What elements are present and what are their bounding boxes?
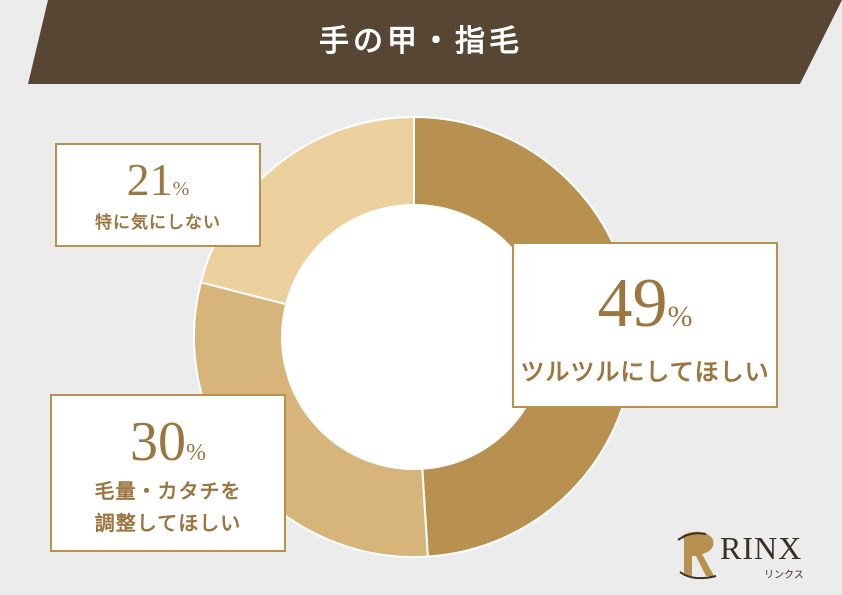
logo-r-mark-icon [677, 531, 717, 580]
title-banner: 手の甲・指毛 [0, 0, 842, 84]
callout-no-care-percent: 21% [57, 153, 259, 206]
callout-adjust-label-line2: 調整してほしい [94, 511, 242, 535]
title-banner-shape [28, 0, 842, 84]
callout-no-care-sign: % [172, 178, 190, 200]
donut-slice-adjust [193, 281, 429, 558]
callout-no-care: 21% 特に気にしない [55, 143, 261, 247]
callout-adjust: 30% 毛量・カタチを 調整してほしい [50, 394, 286, 552]
callout-smooth-percent: 49% [514, 264, 776, 344]
callout-adjust-value: 30 [130, 411, 186, 473]
callout-smooth-label: ツルツルにしてほしい [520, 358, 770, 386]
donut-hole [282, 205, 546, 469]
callout-smooth-value: 49 [597, 265, 668, 342]
page-title: 手の甲・指毛 [319, 24, 523, 59]
callout-smooth-sign: % [667, 300, 693, 333]
callout-adjust-sign: % [186, 440, 206, 466]
callout-adjust-percent: 30% [52, 410, 284, 474]
logo-name: RINX [720, 530, 803, 566]
rinx-logo: RINX リンクス [676, 526, 826, 582]
callout-no-care-label: 特に気にしない [95, 213, 221, 233]
callout-smooth: 49% ツルツルにしてほしい [512, 242, 778, 408]
callout-adjust-label-line1: 毛量・カタチを [94, 479, 242, 503]
logo-subtitle: リンクス [764, 570, 804, 581]
callout-no-care-value: 21 [126, 154, 173, 205]
